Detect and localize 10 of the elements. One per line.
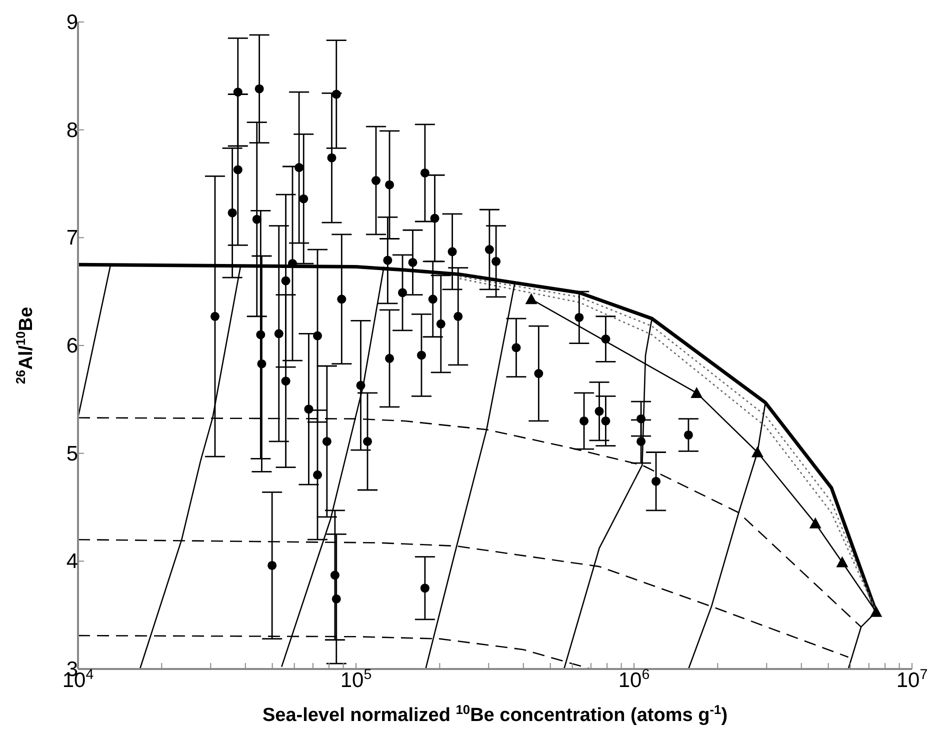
y-tick-label: 7 [66,226,78,250]
y-tick-label: 5 [66,442,78,466]
x-tick-label: 10$^{5}$ [340,667,372,692]
y-tick-label: 8 [66,118,78,142]
x-axis-title: Sea-level normalized $^{10}$Be concentration (atoms g$^{-1}$) [262,702,728,726]
x-tick-label: 10$^{7}$ [896,667,928,692]
y-tick-label: 9 [66,11,78,34]
y-tick-label: 6 [66,334,78,358]
x-tick-label: 10$^{6}$ [618,667,650,692]
y-tick-label: 4 [66,550,78,574]
